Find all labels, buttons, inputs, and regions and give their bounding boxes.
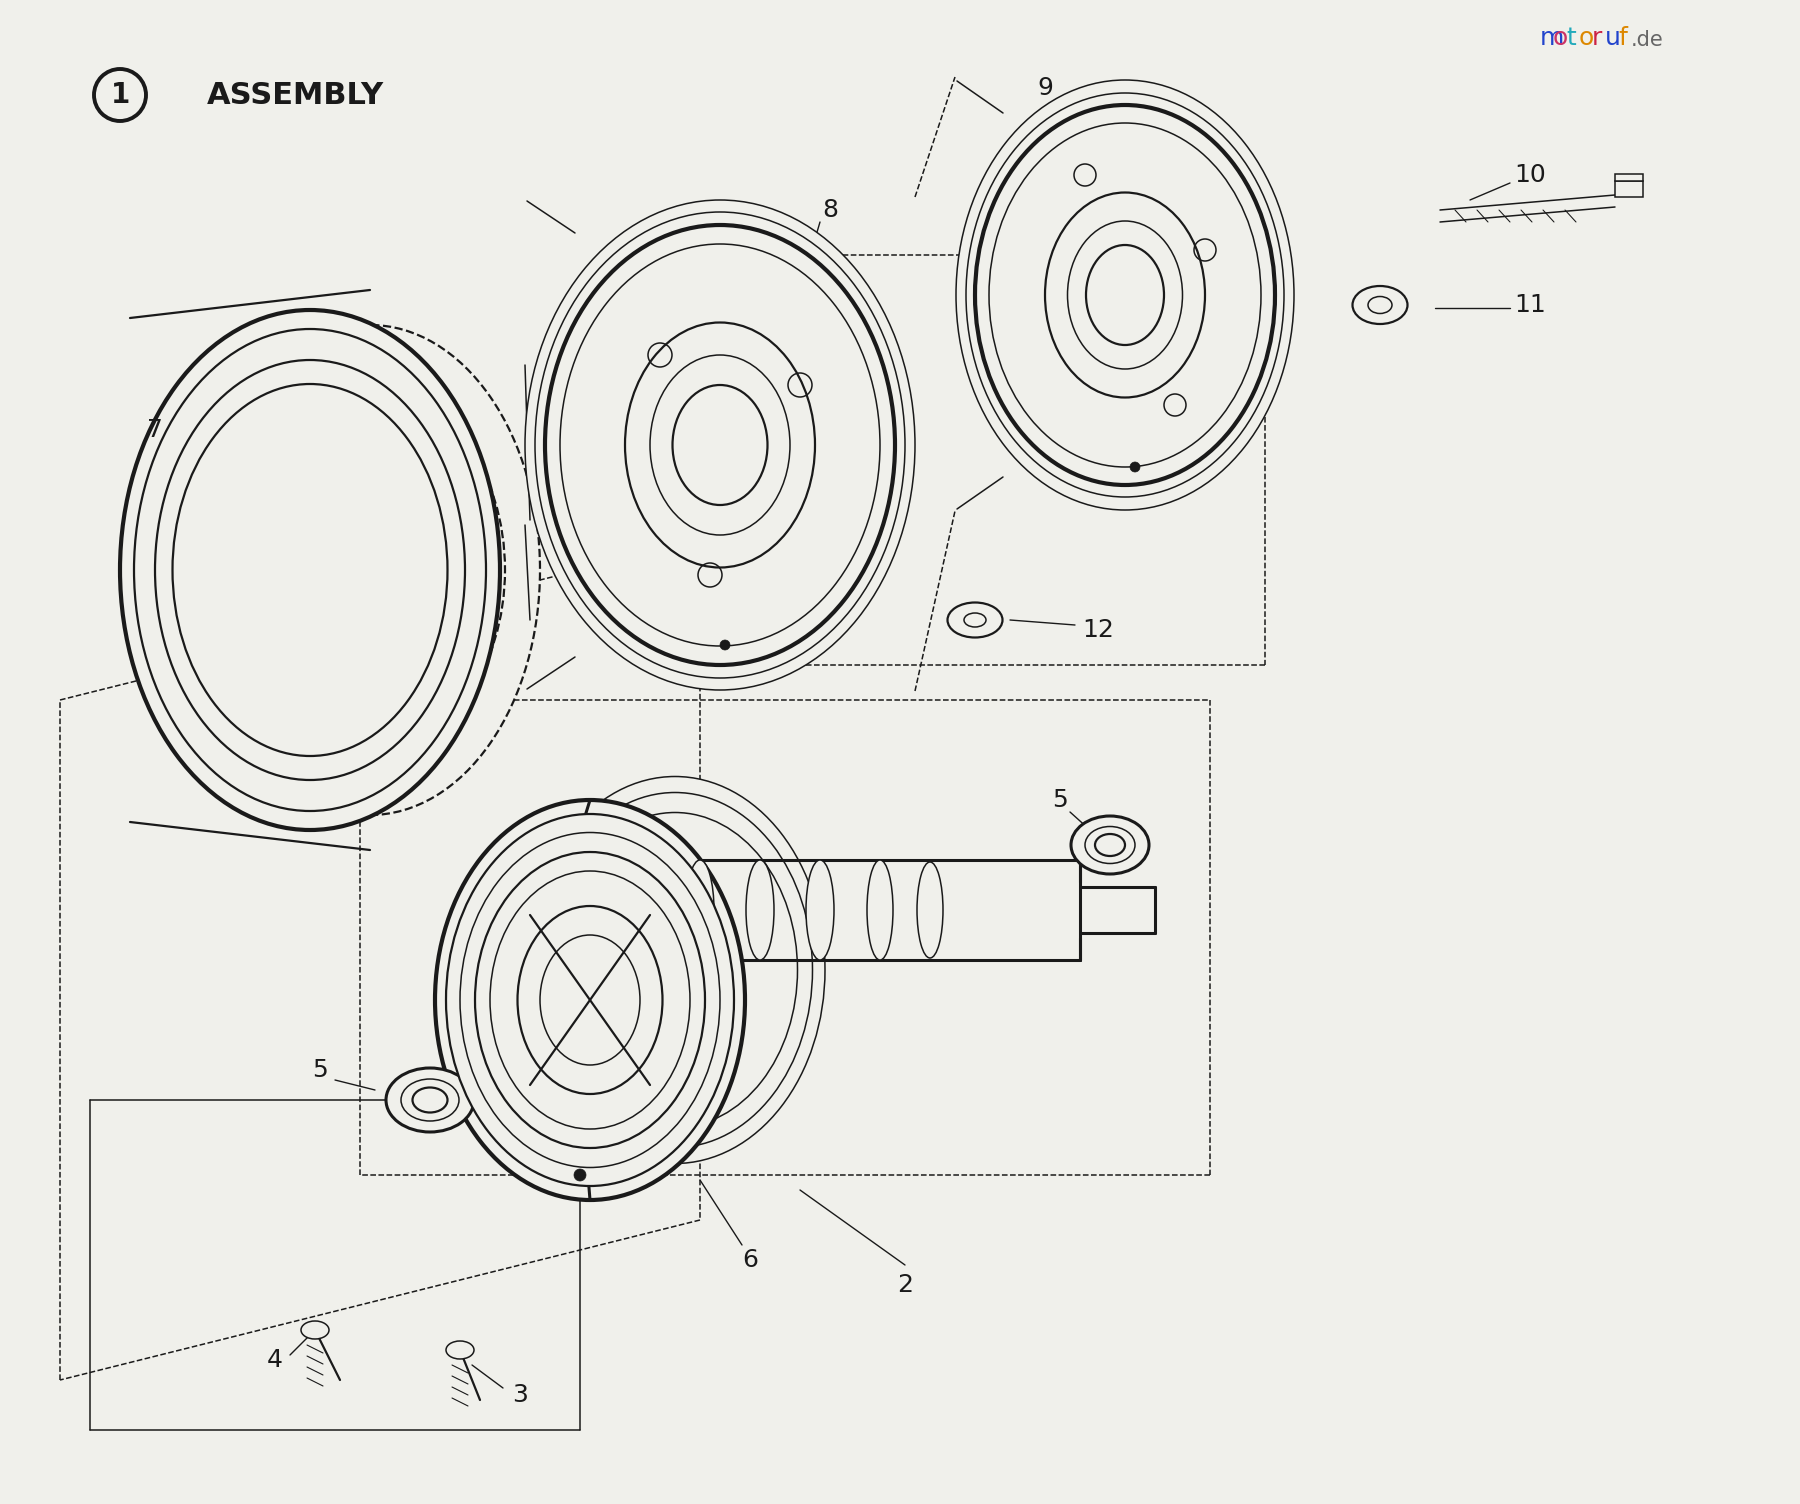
Ellipse shape (490, 871, 689, 1130)
Ellipse shape (446, 1342, 473, 1360)
Ellipse shape (412, 1087, 448, 1113)
Text: 5: 5 (311, 1057, 328, 1081)
Ellipse shape (1368, 296, 1391, 313)
Ellipse shape (956, 80, 1294, 510)
Ellipse shape (200, 325, 540, 815)
Ellipse shape (475, 851, 706, 1148)
Ellipse shape (625, 860, 655, 960)
Ellipse shape (1046, 193, 1204, 397)
Ellipse shape (967, 93, 1283, 496)
Ellipse shape (988, 123, 1262, 468)
Ellipse shape (965, 614, 986, 627)
Ellipse shape (538, 793, 812, 1148)
Text: .de: .de (1631, 30, 1663, 50)
Text: t: t (1566, 26, 1575, 50)
Bar (1615, 174, 1643, 180)
Text: f: f (1618, 26, 1627, 50)
Text: u: u (1606, 26, 1620, 50)
Ellipse shape (1094, 835, 1125, 856)
Text: 12: 12 (1082, 618, 1114, 642)
Text: m: m (1541, 26, 1564, 50)
Text: 3: 3 (511, 1384, 527, 1408)
Text: 6: 6 (742, 1248, 758, 1272)
Ellipse shape (947, 603, 1003, 638)
Ellipse shape (673, 385, 767, 505)
Ellipse shape (1071, 817, 1148, 874)
Text: 5: 5 (1053, 788, 1067, 812)
Ellipse shape (560, 244, 880, 647)
Ellipse shape (401, 1078, 459, 1120)
Bar (1615, 180, 1643, 197)
Ellipse shape (526, 200, 914, 690)
Ellipse shape (121, 310, 500, 830)
Ellipse shape (553, 812, 797, 1128)
Ellipse shape (385, 1068, 473, 1133)
Ellipse shape (461, 833, 720, 1167)
Ellipse shape (301, 1321, 329, 1339)
Text: 10: 10 (1514, 162, 1546, 186)
Ellipse shape (868, 860, 893, 960)
Ellipse shape (745, 860, 774, 960)
Ellipse shape (1067, 221, 1183, 368)
Text: 8: 8 (823, 199, 839, 223)
Circle shape (1130, 462, 1139, 472)
Text: ASSEMBLY: ASSEMBLY (207, 81, 383, 110)
Ellipse shape (526, 776, 824, 1164)
Ellipse shape (916, 862, 943, 958)
Ellipse shape (173, 384, 448, 757)
Ellipse shape (1352, 286, 1408, 323)
Text: 4: 4 (266, 1348, 283, 1372)
Ellipse shape (540, 935, 641, 1065)
Ellipse shape (1085, 827, 1136, 863)
Text: 1: 1 (110, 81, 130, 108)
Circle shape (574, 1169, 587, 1181)
Text: 11: 11 (1514, 293, 1546, 317)
Ellipse shape (686, 860, 715, 960)
Text: o: o (1579, 26, 1595, 50)
Ellipse shape (535, 212, 905, 678)
Ellipse shape (133, 329, 486, 811)
Ellipse shape (976, 105, 1274, 484)
Ellipse shape (155, 359, 464, 781)
Ellipse shape (436, 800, 745, 1200)
Ellipse shape (625, 322, 815, 567)
Ellipse shape (236, 388, 506, 752)
Text: o: o (1553, 26, 1568, 50)
Text: 2: 2 (896, 1272, 913, 1296)
Text: 7: 7 (148, 418, 164, 442)
Ellipse shape (518, 905, 662, 1093)
Ellipse shape (806, 860, 833, 960)
Text: r: r (1591, 26, 1602, 50)
Ellipse shape (1085, 245, 1165, 344)
Ellipse shape (446, 814, 734, 1187)
Text: 9: 9 (1037, 77, 1053, 99)
Ellipse shape (545, 226, 895, 665)
Ellipse shape (650, 355, 790, 535)
Circle shape (720, 641, 731, 650)
